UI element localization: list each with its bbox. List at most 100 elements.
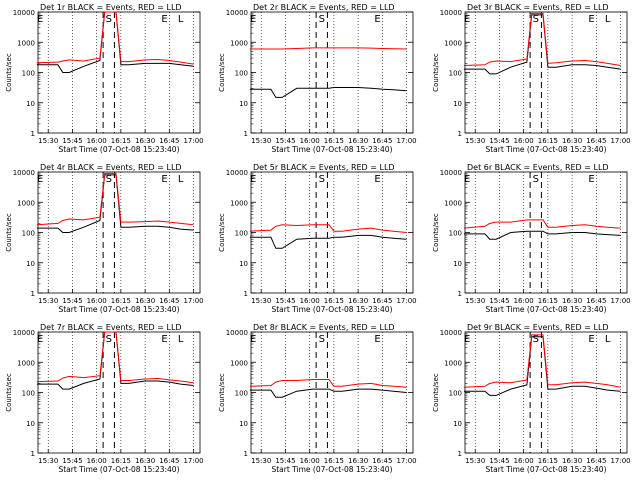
y-tick-label: 10000	[13, 329, 35, 337]
y-tick-label: 10	[26, 100, 35, 108]
x-tick-label: 17:00	[396, 137, 416, 145]
x-tick-label: 16:45	[372, 137, 392, 145]
y-tick-label: 1000	[17, 359, 35, 367]
x-tick-label: 16:00	[87, 137, 107, 145]
event-marker: L	[178, 174, 184, 185]
event-marker: E	[250, 334, 256, 345]
lld-series-line	[36, 331, 194, 384]
y-axis-label: Counts/sec	[218, 213, 226, 252]
events-series-line	[249, 234, 407, 249]
event-marker: E	[161, 174, 167, 185]
panel-title: Det 8r BLACK = Events, RED = LLD	[253, 323, 395, 332]
event-marker: E	[588, 174, 594, 185]
y-tick-label: 10	[26, 260, 35, 268]
event-marker: S	[319, 174, 325, 185]
lld-series-line	[249, 224, 407, 233]
event-marker: E	[374, 174, 380, 185]
x-tick-label: 15:45	[489, 137, 509, 145]
event-marker: E	[37, 334, 43, 345]
y-tick-label: 1000	[444, 39, 462, 47]
x-tick-label: 15:30	[251, 137, 271, 145]
x-tick-label: 16:30	[348, 137, 368, 145]
x-tick-label: 15:45	[489, 457, 509, 465]
y-tick-label: 10	[453, 420, 462, 428]
x-tick-label: 16:30	[562, 137, 582, 145]
y-axis-label: Counts/sec	[432, 373, 440, 412]
x-axis-label: Start Time (07-Oct-08 15:23:40)	[58, 305, 179, 314]
y-axis-label: Counts/sec	[432, 213, 440, 252]
plot-frame	[464, 11, 628, 134]
x-tick-label: 16:15	[324, 137, 344, 145]
y-tick-label: 10000	[226, 329, 248, 337]
y-tick-label: 1	[458, 450, 462, 458]
x-tick-label: 16:00	[87, 297, 107, 305]
x-tick-label: 16:45	[159, 457, 179, 465]
y-tick-label: 1000	[230, 199, 248, 207]
x-tick-label: 16:00	[514, 297, 534, 305]
y-tick-label: 100	[22, 230, 35, 238]
x-tick-label: 16:00	[87, 457, 107, 465]
x-tick-label: 15:45	[489, 297, 509, 305]
y-tick-label: 1000	[230, 39, 248, 47]
y-tick-label: 100	[235, 390, 248, 398]
y-tick-label: 100	[235, 70, 248, 78]
lld-series-line	[36, 172, 194, 226]
events-series-line	[463, 14, 621, 75]
x-axis-label: Start Time (07-Oct-08 15:23:40)	[485, 305, 606, 314]
x-tick-label: 17:00	[396, 457, 416, 465]
y-tick-label: 10000	[13, 169, 35, 177]
x-axis-label: Start Time (07-Oct-08 15:23:40)	[58, 465, 179, 474]
y-tick-label: 1	[244, 450, 248, 458]
event-marker: E	[464, 14, 470, 25]
y-tick-label: 10	[239, 420, 248, 428]
x-tick-label: 16:15	[111, 457, 131, 465]
x-axis-label: Start Time (07-Oct-08 15:23:40)	[271, 465, 392, 474]
x-tick-label: 15:45	[275, 137, 295, 145]
panel-title: Det 6r BLACK = Events, RED = LLD	[467, 163, 609, 172]
x-tick-label: 16:45	[159, 297, 179, 305]
x-tick-label: 16:15	[111, 297, 131, 305]
x-tick-label: 16:30	[348, 457, 368, 465]
y-tick-label: 100	[449, 230, 462, 238]
y-tick-label: 1	[244, 130, 248, 138]
plot-frame	[250, 331, 414, 454]
x-tick-label: 15:30	[251, 457, 271, 465]
plot-frame	[37, 331, 201, 454]
panel-title: Det 3r BLACK = Events, RED = LLD	[467, 3, 609, 12]
event-marker: S	[319, 14, 325, 25]
plot-frame	[250, 171, 414, 294]
x-tick-label: 16:00	[514, 137, 534, 145]
event-marker: S	[106, 174, 112, 185]
y-tick-label: 10	[239, 100, 248, 108]
x-tick-label: 16:30	[135, 137, 155, 145]
events-series-line	[463, 336, 621, 396]
panel-title: Det 7r BLACK = Events, RED = LLD	[40, 323, 182, 332]
event-marker: E	[161, 14, 167, 25]
y-tick-label: 10000	[440, 169, 462, 177]
x-tick-label: 16:00	[300, 297, 320, 305]
y-tick-label: 10000	[440, 9, 462, 17]
x-tick-label: 17:00	[610, 297, 630, 305]
events-series-line	[36, 11, 194, 73]
x-tick-label: 16:45	[372, 457, 392, 465]
event-marker: S	[319, 334, 325, 345]
detector-panel: Det 5r BLACK = Events, RED = LLD 1 10 100 10…	[218, 163, 417, 314]
panel-title: Det 4r BLACK = Events, RED = LLD	[40, 163, 182, 172]
y-tick-label: 1	[31, 450, 35, 458]
x-tick-label: 17:00	[610, 137, 630, 145]
x-tick-label: 16:45	[586, 457, 606, 465]
x-tick-label: 15:30	[38, 457, 58, 465]
y-tick-label: 1	[244, 290, 248, 298]
event-marker: S	[533, 14, 539, 25]
x-tick-label: 15:30	[465, 137, 485, 145]
x-axis-label: Start Time (07-Oct-08 15:23:40)	[485, 145, 606, 154]
y-tick-label: 10	[453, 100, 462, 108]
y-tick-label: 10000	[13, 9, 35, 17]
y-axis-label: Counts/sec	[5, 213, 13, 252]
y-tick-label: 10000	[440, 329, 462, 337]
x-tick-label: 17:00	[396, 297, 416, 305]
x-tick-label: 16:30	[348, 297, 368, 305]
y-tick-label: 10	[26, 420, 35, 428]
x-axis-label: Start Time (07-Oct-08 15:23:40)	[58, 145, 179, 154]
event-marker: L	[178, 334, 184, 345]
